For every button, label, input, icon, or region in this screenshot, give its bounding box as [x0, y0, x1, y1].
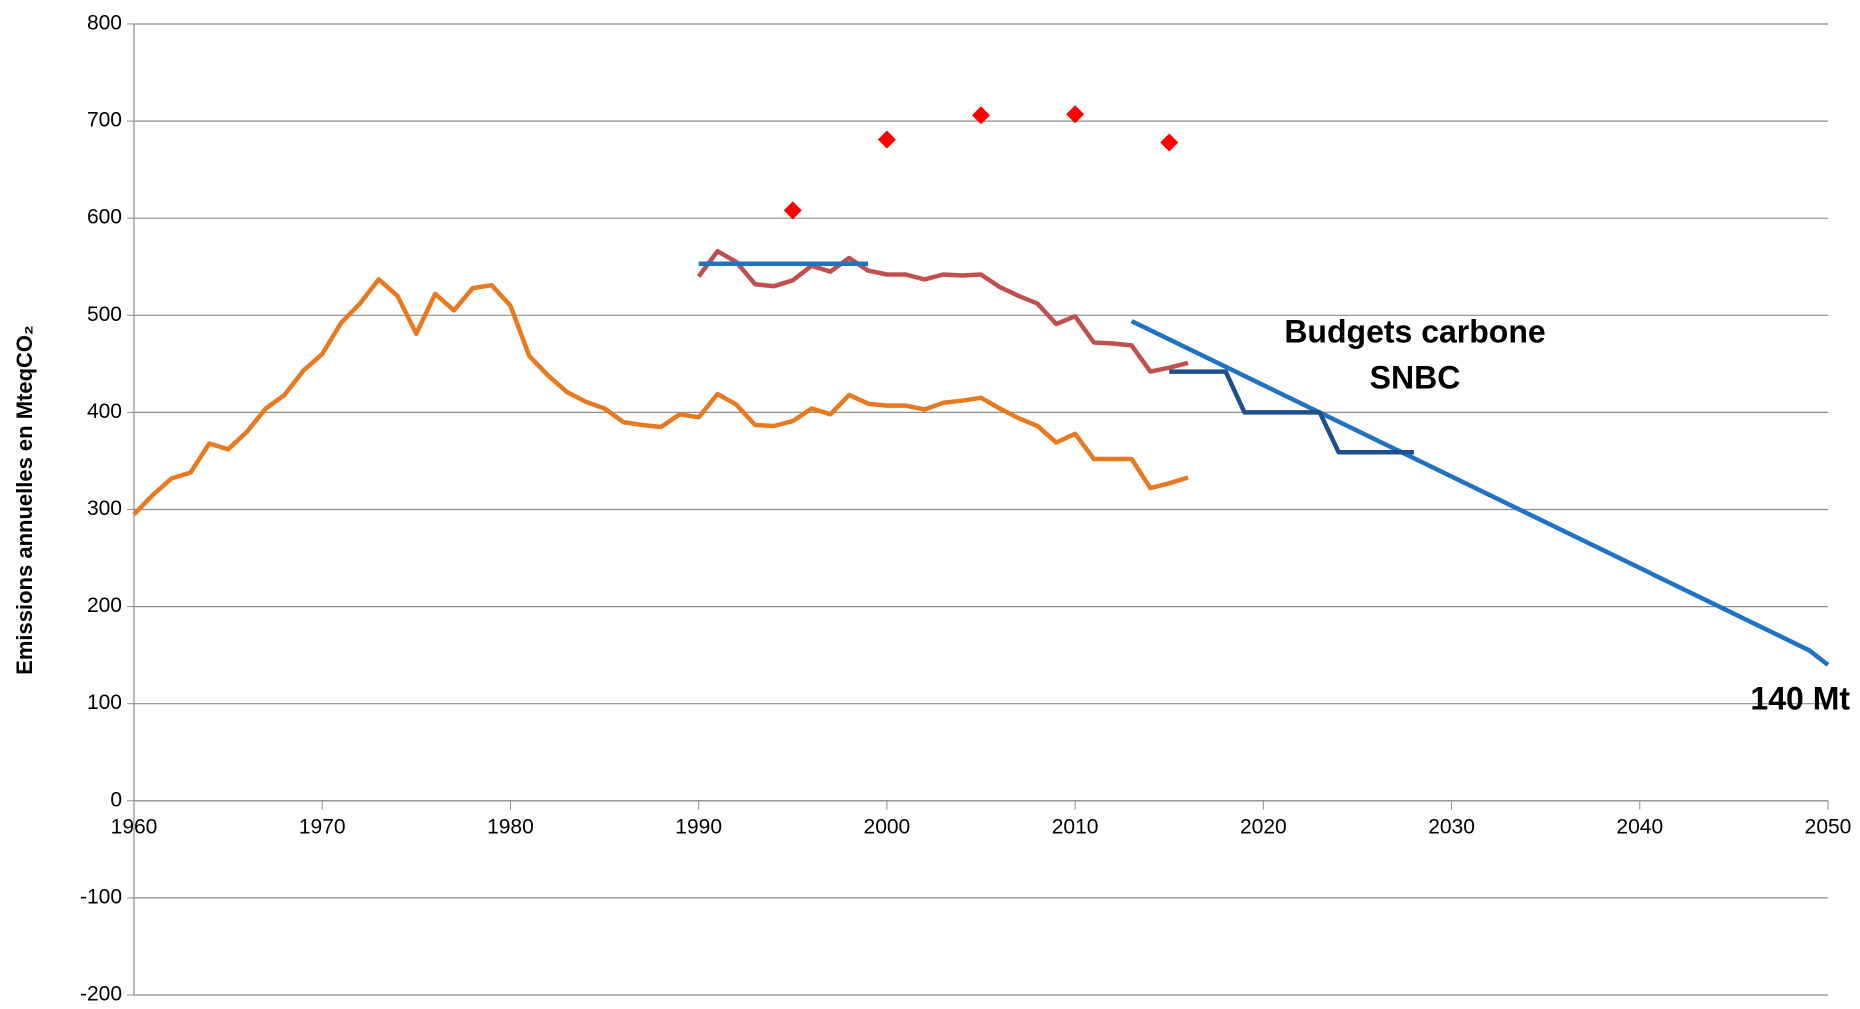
- point: [783, 201, 802, 220]
- y-tick-label: 200: [87, 594, 122, 617]
- y-tick-label: 500: [87, 303, 122, 326]
- x-tick-label: 2050: [1805, 815, 1852, 838]
- series-line: [696, 248, 1189, 374]
- y-axis-label: Emissions annuelles en MteqCO₂: [12, 325, 37, 675]
- point: [972, 106, 990, 125]
- series-line: [1169, 369, 1414, 455]
- x-tick-label: 2010: [1052, 815, 1099, 838]
- x-tick-label: 2000: [864, 815, 911, 838]
- x-tick-label: 2020: [1240, 815, 1287, 838]
- y-tick-label: 600: [87, 206, 122, 229]
- series-line: [132, 277, 1189, 516]
- annotation: 140 Mt: [1750, 680, 1850, 716]
- series-line: [1130, 319, 1830, 667]
- y-tick-label: 700: [87, 109, 122, 132]
- point: [1160, 133, 1179, 152]
- y-tick-label: 400: [87, 400, 122, 423]
- y-tick-label: 100: [87, 691, 122, 714]
- x-tick-label: 1990: [675, 815, 722, 838]
- y-tick-label: 300: [87, 497, 122, 520]
- x-tick-label: 2040: [1616, 815, 1663, 838]
- annotation: SNBC: [1370, 359, 1461, 395]
- y-tick-label: 800: [87, 12, 122, 35]
- x-tick-label: 1980: [487, 815, 534, 838]
- x-tick-label: 1960: [111, 815, 158, 838]
- y-tick-label: -200: [80, 983, 122, 1006]
- point: [1066, 105, 1085, 124]
- x-tick-label: 1970: [299, 815, 346, 838]
- annotation: Budgets carbone: [1284, 313, 1545, 349]
- y-tick-label: -100: [80, 885, 122, 908]
- x-tick-label: 2030: [1428, 815, 1475, 838]
- y-tick-label: 0: [110, 788, 122, 811]
- point: [877, 130, 896, 149]
